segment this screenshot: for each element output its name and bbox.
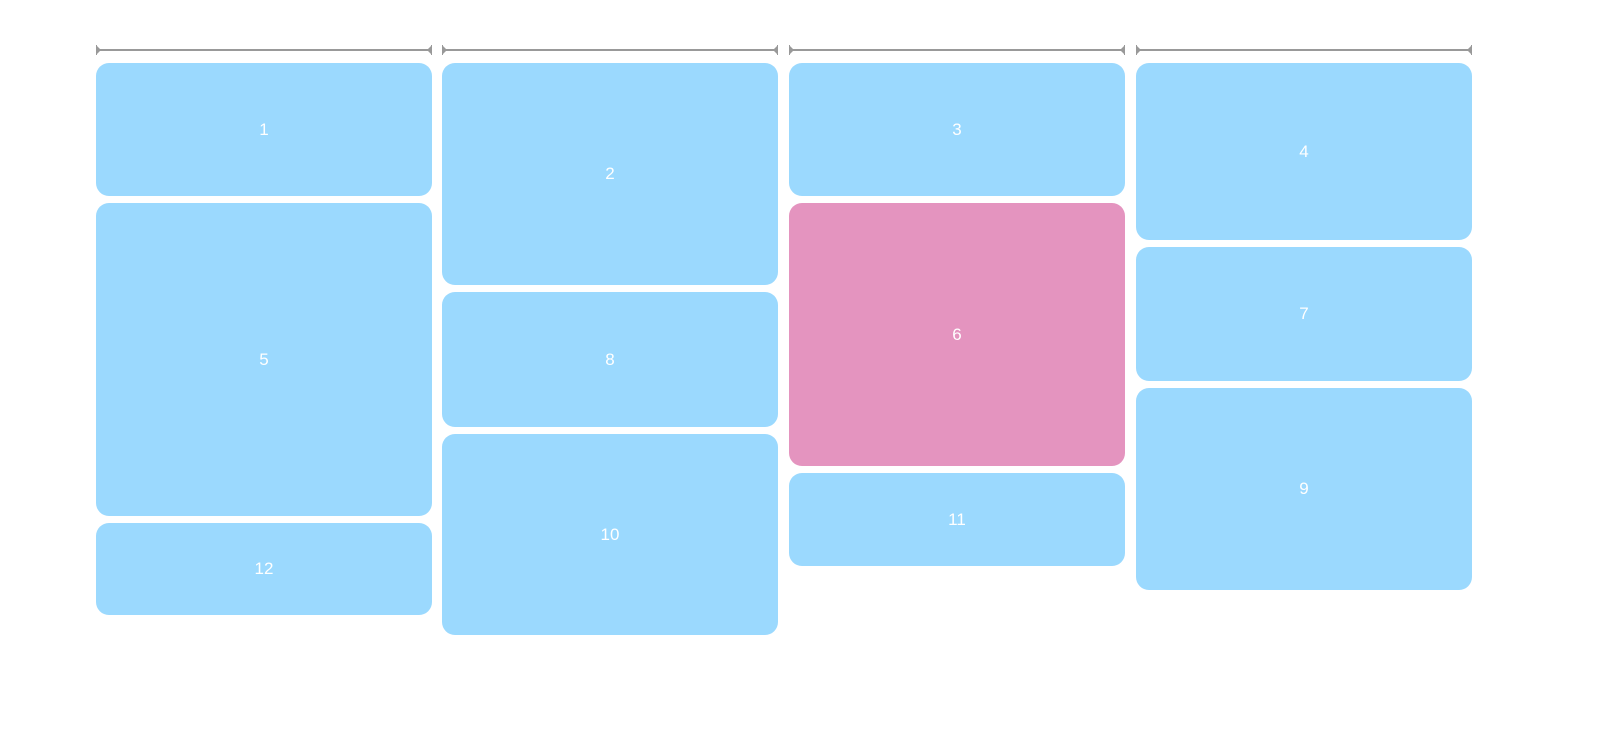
ruler-line <box>791 49 1123 51</box>
column-width-ruler <box>789 44 1125 56</box>
tile-label: 6 <box>952 324 962 344</box>
tile-label: 10 <box>600 524 620 544</box>
tile-label: 1 <box>259 119 269 139</box>
tile-3[interactable]: 3 <box>789 63 1125 196</box>
tile-7[interactable]: 7 <box>1136 247 1472 381</box>
ruler-right-arrow-icon <box>427 45 432 55</box>
ruler-line <box>98 49 430 51</box>
tile-6[interactable]: 6 <box>789 203 1125 466</box>
tile-label: 2 <box>605 164 615 183</box>
tile-8[interactable]: 8 <box>442 292 778 427</box>
tile-label: 8 <box>605 349 615 369</box>
ruler-right-arrow-icon <box>1467 45 1472 55</box>
tile-2[interactable]: 2 <box>442 63 778 285</box>
tile-9[interactable]: 9 <box>1136 388 1472 590</box>
column-width-ruler <box>442 44 778 56</box>
tile-label: 9 <box>1299 479 1309 498</box>
tile-label: 11 <box>948 509 966 529</box>
column-width-ruler <box>96 44 432 56</box>
tile-label: 3 <box>952 119 962 139</box>
ruler-line <box>1138 49 1470 51</box>
tile-10[interactable]: 10 <box>442 434 778 635</box>
tile-1[interactable]: 1 <box>96 63 432 196</box>
tile-label: 12 <box>254 559 274 578</box>
ruler-right-arrow-icon <box>1120 45 1125 55</box>
tile-4[interactable]: 4 <box>1136 63 1472 240</box>
tile-11[interactable]: 11 <box>789 473 1125 566</box>
ruler-line <box>444 49 776 51</box>
ruler-right-arrow-icon <box>773 45 778 55</box>
tile-label: 4 <box>1299 141 1309 161</box>
tile-label: 5 <box>259 349 269 369</box>
tile-5[interactable]: 5 <box>96 203 432 516</box>
tile-label: 7 <box>1299 304 1309 323</box>
tile-12[interactable]: 12 <box>96 523 432 615</box>
column-width-ruler <box>1136 44 1472 56</box>
